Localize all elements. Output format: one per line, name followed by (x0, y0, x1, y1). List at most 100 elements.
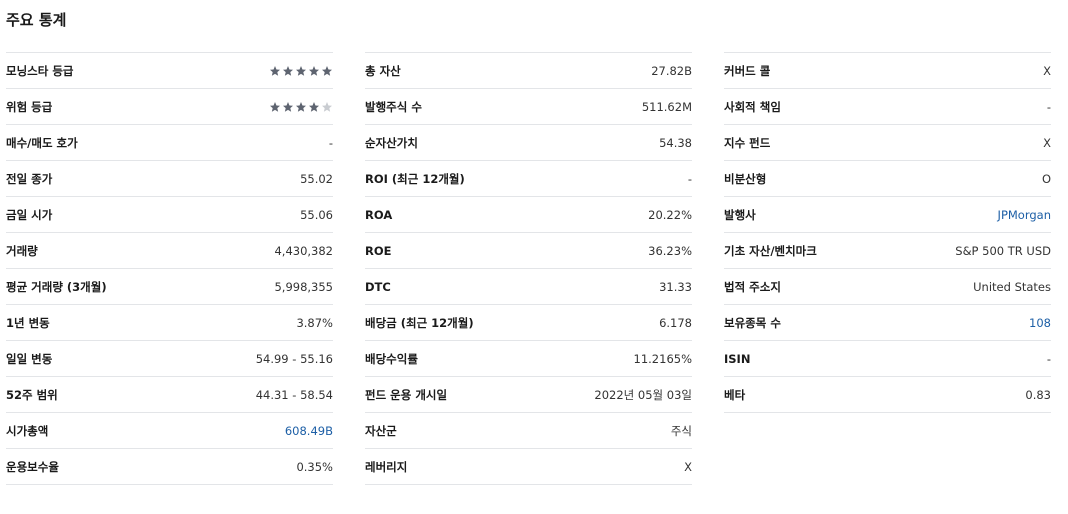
stat-value: 11.2165% (633, 351, 692, 366)
stat-value: 27.82B (651, 63, 692, 78)
stat-label: 발행주식 수 (365, 99, 422, 114)
stat-value: X (684, 459, 692, 474)
star-rating (269, 65, 333, 77)
stat-value: 4,430,382 (274, 243, 333, 258)
stat-label: 평균 거래량 (3개월) (6, 279, 107, 294)
stat-value: - (687, 171, 692, 186)
stat-label: 매수/매도 호가 (6, 135, 78, 150)
stat-label: 펀드 운용 개시일 (365, 387, 448, 402)
stat-label: 위험 등급 (6, 99, 53, 114)
stat-value: 44.31 - 58.54 (255, 387, 333, 402)
stat-row: DTC 31.33 (365, 268, 692, 304)
stat-row: ISIN - (724, 340, 1051, 376)
stat-value: 주식 (670, 423, 692, 438)
stat-label: DTC (365, 279, 391, 294)
stat-value: 20.22% (648, 207, 692, 222)
star-filled-icon (269, 101, 281, 113)
stat-label: 거래량 (6, 243, 38, 258)
stat-label: 비분산형 (724, 171, 767, 186)
stat-value: 6.178 (659, 315, 692, 330)
stat-row: 매수/매도 호가 - (6, 124, 333, 160)
star-rating (269, 101, 333, 113)
stat-value: S&P 500 TR USD (955, 243, 1051, 258)
stat-row: 운용보수율 0.35% (6, 448, 333, 485)
stat-value: - (1046, 351, 1051, 366)
stat-row: 지수 펀드 X (724, 124, 1051, 160)
stat-row: ROA 20.22% (365, 196, 692, 232)
stat-row: 일일 변동 54.99 - 55.16 (6, 340, 333, 376)
stat-row: 비분산형 O (724, 160, 1051, 196)
stat-value-link[interactable]: 608.49B (284, 423, 333, 438)
stat-row: 배당금 (최근 12개월) 6.178 (365, 304, 692, 340)
stat-label: 발행사 (724, 207, 756, 222)
stat-row: ROE 36.23% (365, 232, 692, 268)
star-filled-icon (282, 101, 294, 113)
stat-row: 금일 시가 55.06 (6, 196, 333, 232)
stat-label: 일일 변동 (6, 351, 53, 366)
stat-value: 55.02 (300, 171, 333, 186)
stat-row: 순자산가치 54.38 (365, 124, 692, 160)
stat-row: 위험 등급 (6, 88, 333, 124)
stat-label: 지수 펀드 (724, 135, 771, 150)
section-title: 주요 통계 (6, 11, 67, 29)
stat-row: 발행사 JPMorgan (724, 196, 1051, 232)
stat-value: X (1043, 135, 1051, 150)
stat-value: 36.23% (648, 243, 692, 258)
star-filled-icon (269, 65, 281, 77)
stat-row: 시가총액 608.49B (6, 412, 333, 448)
stat-value-link[interactable]: 108 (1029, 315, 1051, 330)
stat-label: 운용보수율 (6, 459, 59, 474)
stat-row: 베타 0.83 (724, 376, 1051, 413)
stats-column-3: 커버드 콜 X 사회적 책임 - 지수 펀드 X 비분산형 O 발행사 JPMorgan 기초 자산… (724, 52, 1051, 413)
stat-label: 자산군 (365, 423, 397, 438)
stat-value: United States (973, 279, 1051, 294)
stat-label: 순자산가치 (365, 135, 418, 150)
stat-value: 0.35% (296, 459, 333, 474)
stat-label: 배당수익률 (365, 351, 418, 366)
star-filled-icon (308, 101, 320, 113)
stat-row: 레버리지 X (365, 448, 692, 485)
stat-value: 5,998,355 (274, 279, 333, 294)
stat-value: - (1046, 99, 1051, 114)
stat-label: ROA (365, 207, 393, 222)
stat-label: 커버드 콜 (724, 63, 771, 78)
stats-column-2: 총 자산 27.82B 발행주식 수 511.62M 순자산가치 54.38 ROI (최근… (365, 52, 692, 485)
stat-label: 사회적 책임 (724, 99, 781, 114)
stat-label: 보유종목 수 (724, 315, 781, 330)
stat-label: ROI (최근 12개월) (365, 171, 465, 186)
stat-row: 발행주식 수 511.62M (365, 88, 692, 124)
stat-row: 전일 종가 55.02 (6, 160, 333, 196)
stat-row: 52주 범위 44.31 - 58.54 (6, 376, 333, 412)
stat-row: 커버드 콜 X (724, 52, 1051, 88)
stat-value: 54.38 (659, 135, 692, 150)
stat-label: ROE (365, 243, 392, 258)
stat-value: O (1041, 171, 1051, 186)
star-filled-icon (321, 65, 333, 77)
stat-row: 보유종목 수 108 (724, 304, 1051, 340)
stat-label: 시가총액 (6, 423, 49, 438)
stat-label: 52주 범위 (6, 387, 58, 402)
stat-value: 2022년 05월 03일 (594, 387, 692, 402)
stat-label: 금일 시가 (6, 207, 53, 222)
stat-label: 총 자산 (365, 63, 401, 78)
stat-row: 모닝스타 등급 (6, 52, 333, 88)
stat-row: 펀드 운용 개시일 2022년 05월 03일 (365, 376, 692, 412)
stat-value-link[interactable]: JPMorgan (997, 207, 1051, 222)
stat-row: 1년 변동 3.87% (6, 304, 333, 340)
stat-row: ROI (최근 12개월) - (365, 160, 692, 196)
stat-row: 배당수익률 11.2165% (365, 340, 692, 376)
stat-value: 31.33 (659, 279, 692, 294)
stat-label: 배당금 (최근 12개월) (365, 315, 474, 330)
stat-row: 평균 거래량 (3개월) 5,998,355 (6, 268, 333, 304)
stat-value: 55.06 (300, 207, 333, 222)
stat-row: 거래량 4,430,382 (6, 232, 333, 268)
stat-label: ISIN (724, 351, 751, 366)
stat-label: 기초 자산/벤치마크 (724, 243, 817, 258)
stat-value: - (328, 135, 333, 150)
stat-value: 3.87% (296, 315, 333, 330)
stat-row: 사회적 책임 - (724, 88, 1051, 124)
stat-row: 자산군 주식 (365, 412, 692, 448)
star-filled-icon (295, 65, 307, 77)
stat-value: 0.83 (1025, 387, 1051, 402)
